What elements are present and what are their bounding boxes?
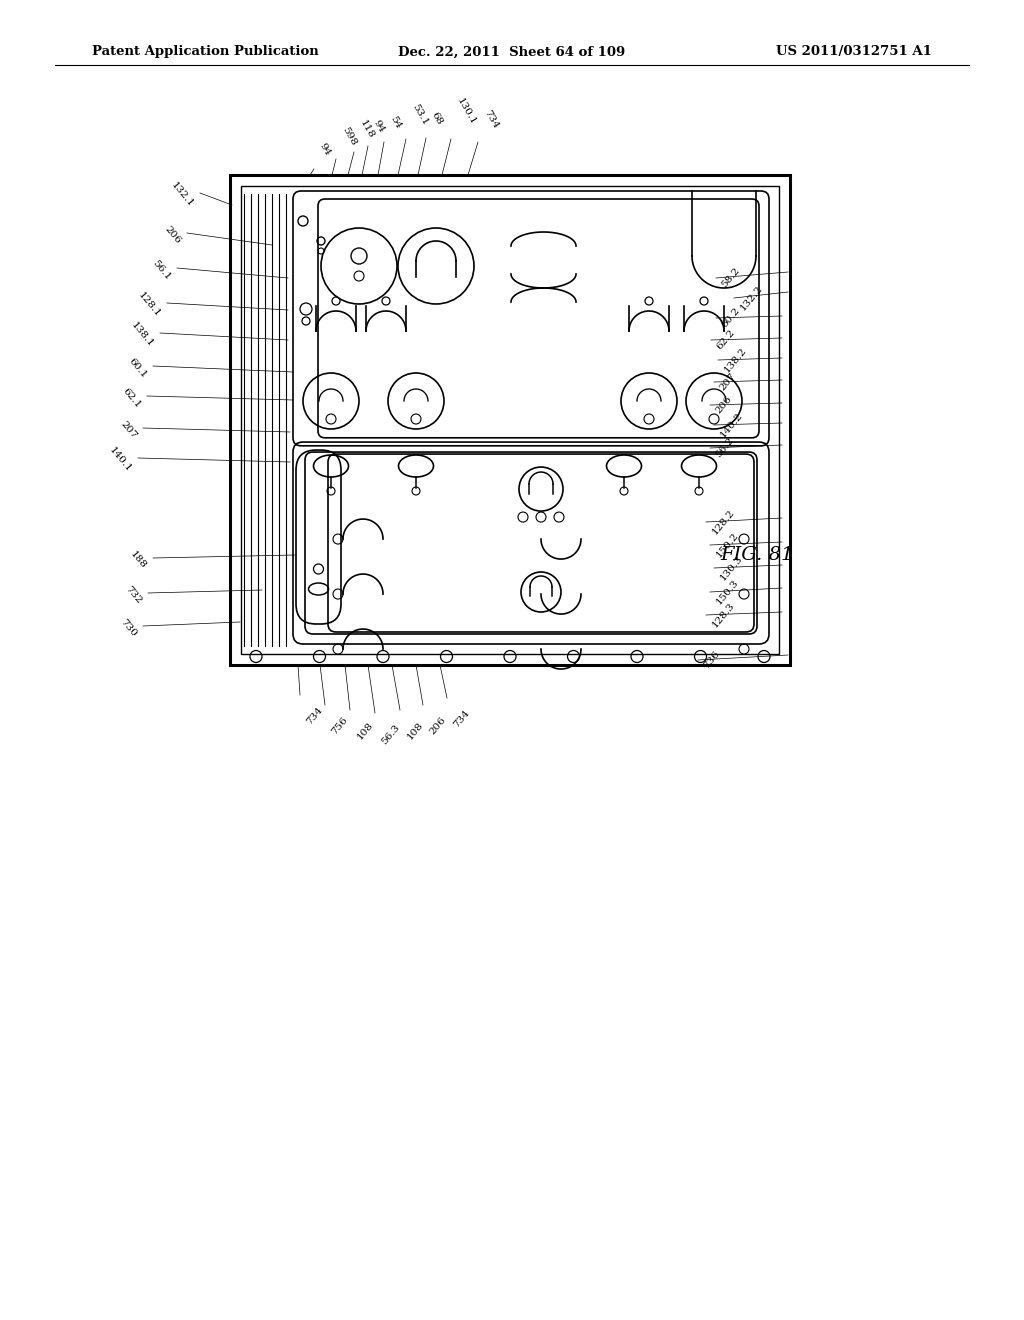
Text: 60.1: 60.1 <box>126 356 148 380</box>
Text: 138.2: 138.2 <box>722 346 748 375</box>
Text: 130.3: 130.3 <box>718 553 744 582</box>
Text: 734: 734 <box>305 705 325 726</box>
Text: 62.2: 62.2 <box>715 329 736 351</box>
Text: 730: 730 <box>119 618 138 639</box>
Text: 94: 94 <box>318 141 333 157</box>
Bar <box>230 176 790 665</box>
Text: 150.3: 150.3 <box>714 578 740 606</box>
Text: 54: 54 <box>388 114 402 129</box>
Text: 68: 68 <box>430 110 444 125</box>
Text: 128.2: 128.2 <box>710 508 736 536</box>
Text: 132.1: 132.1 <box>169 181 195 210</box>
Text: 128.1: 128.1 <box>136 290 162 319</box>
Text: 734: 734 <box>452 708 472 729</box>
Text: 138.1: 138.1 <box>129 321 155 350</box>
Text: 118: 118 <box>358 119 376 140</box>
Text: 206: 206 <box>714 395 733 416</box>
Text: 206: 206 <box>163 224 182 246</box>
Text: Patent Application Publication: Patent Application Publication <box>92 45 318 58</box>
Text: 756: 756 <box>330 715 349 737</box>
Text: 108: 108 <box>406 719 425 741</box>
Text: 94: 94 <box>372 117 386 135</box>
Text: 56.3: 56.3 <box>380 723 401 747</box>
Text: 598: 598 <box>340 125 357 147</box>
Text: 207: 207 <box>119 420 138 441</box>
Text: 60.2: 60.2 <box>720 306 741 330</box>
Text: Dec. 22, 2011  Sheet 64 of 109: Dec. 22, 2011 Sheet 64 of 109 <box>398 45 626 58</box>
Text: 150.2: 150.2 <box>714 531 740 560</box>
Text: US 2011/0312751 A1: US 2011/0312751 A1 <box>776 45 932 58</box>
Text: 736: 736 <box>702 649 722 671</box>
Text: 132.2: 132.2 <box>738 284 764 313</box>
Text: 140.2: 140.2 <box>718 411 744 440</box>
Text: 56.2: 56.2 <box>714 436 736 459</box>
Text: 206: 206 <box>428 715 447 737</box>
Bar <box>241 186 779 653</box>
Text: 62.1: 62.1 <box>120 387 142 409</box>
Text: 53.1: 53.1 <box>410 103 429 127</box>
Text: 128.3: 128.3 <box>710 601 736 630</box>
Text: 734: 734 <box>482 108 500 129</box>
Text: 732: 732 <box>123 585 143 606</box>
Text: FIG. 81: FIG. 81 <box>720 546 794 564</box>
Text: 58.2: 58.2 <box>720 267 741 290</box>
Text: 188: 188 <box>128 549 148 570</box>
Text: 130.1: 130.1 <box>455 96 477 127</box>
Text: 56.1: 56.1 <box>151 259 172 281</box>
Text: 108: 108 <box>355 719 375 741</box>
Text: 140.1: 140.1 <box>106 446 133 474</box>
Text: 207: 207 <box>718 371 737 392</box>
